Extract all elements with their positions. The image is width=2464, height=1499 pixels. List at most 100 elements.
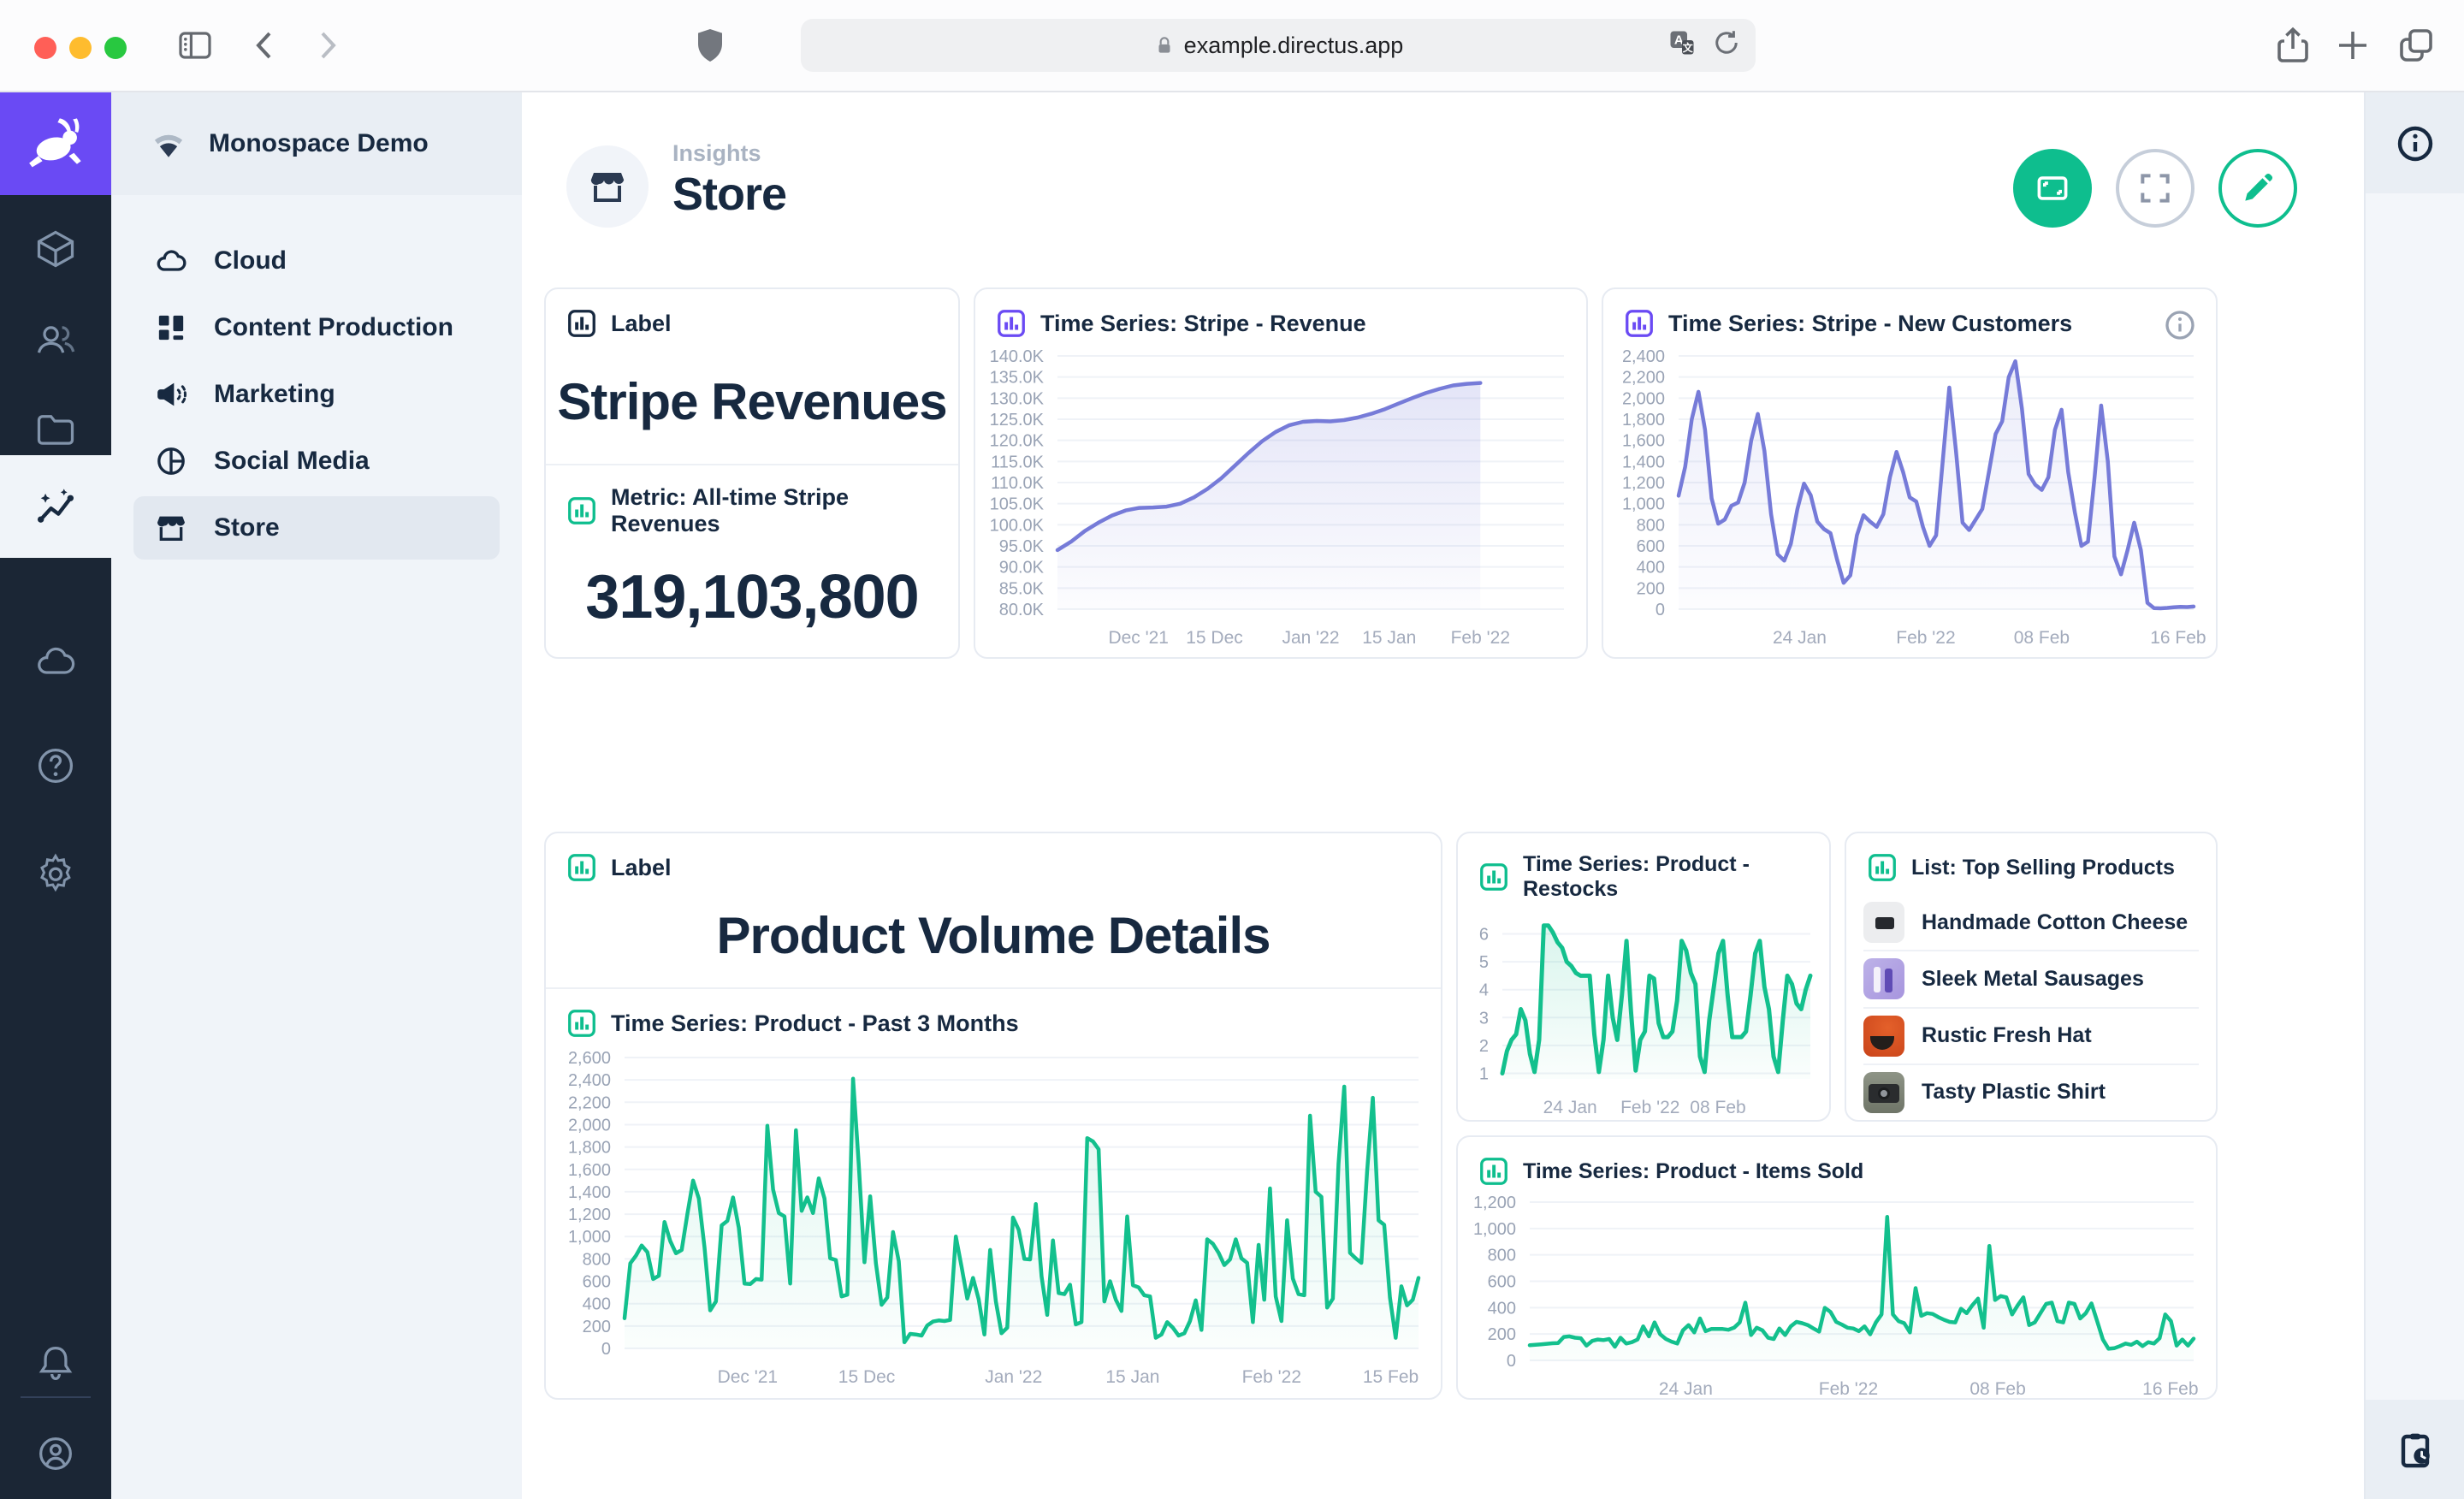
svg-text:15 Jan: 15 Jan <box>1362 628 1416 648</box>
svg-text:Jan '22: Jan '22 <box>1282 628 1339 648</box>
clipboard-clock-button[interactable] <box>2395 1429 2436 1470</box>
panel-new-customers: Time Series: Stripe - New Customers 2,40… <box>1602 287 2218 659</box>
storefront-icon <box>154 511 188 545</box>
edit-dashboard-button[interactable] <box>2218 149 2297 228</box>
reload-icon[interactable] <box>1711 27 1742 64</box>
forward-icon[interactable] <box>306 25 347 66</box>
module-content-icon[interactable] <box>0 204 111 294</box>
pencil-icon <box>2239 169 2277 207</box>
panel-header-text: Time Series: Stripe - New Customers <box>1668 311 2072 337</box>
privacy-shield-icon[interactable] <box>690 25 731 66</box>
svg-text:90.0K: 90.0K <box>999 559 1045 578</box>
info-icon[interactable] <box>2163 308 2197 342</box>
sidebar-item-marketing[interactable]: Marketing <box>133 363 500 426</box>
svg-text:120.0K: 120.0K <box>990 432 1045 451</box>
close-window-button[interactable] <box>34 37 56 59</box>
panel-header-text: Time Series: Product - Past 3 Months <box>611 1010 1019 1037</box>
breadcrumb[interactable]: Insights <box>672 140 761 167</box>
svg-text:08 Feb: 08 Feb <box>2014 628 2070 648</box>
nav-sidebar: Monospace Demo Cloud Content Production … <box>111 92 522 1499</box>
product-thumbnail <box>1863 1072 1904 1113</box>
list-item[interactable]: Handmade Cotton Cheese <box>1863 895 2199 950</box>
svg-text:4: 4 <box>1479 981 1489 1000</box>
info-sidebar-button[interactable] <box>2395 123 2436 164</box>
sidebar-item-label: Cloud <box>214 246 287 276</box>
svg-text:1,200: 1,200 <box>1473 1194 1516 1212</box>
module-users-icon[interactable] <box>0 294 111 385</box>
dashboard-grid-icon <box>154 311 188 345</box>
panel-top-products: List: Top Selling Products Handmade Cott… <box>1845 832 2218 1122</box>
sidebar-toggle-icon[interactable] <box>175 25 216 66</box>
sidebar-item-store[interactable]: Store <box>133 496 500 560</box>
svg-text:1,600: 1,600 <box>1622 432 1665 451</box>
svg-text:800: 800 <box>1488 1247 1516 1265</box>
svg-text:0: 0 <box>1656 601 1665 619</box>
svg-text:6: 6 <box>1479 926 1489 945</box>
svg-text:125.0K: 125.0K <box>990 411 1045 430</box>
project-name: Monospace Demo <box>209 129 429 158</box>
svg-text:85.0K: 85.0K <box>999 579 1045 598</box>
product-name: Sleek Metal Sausages <box>1922 967 2144 992</box>
svg-text:Feb '22: Feb '22 <box>1896 628 1955 648</box>
panel-header-text: Label <box>611 855 672 881</box>
url-text: example.directus.app <box>1184 33 1404 59</box>
panel-header-text: Time Series: Stripe - Revenue <box>1040 311 1366 337</box>
svg-text:08 Feb: 08 Feb <box>1969 1379 2025 1396</box>
directus-logo[interactable] <box>0 92 111 195</box>
restocks-chart: 65432124 JanFeb '2208 Feb <box>1461 904 1822 1117</box>
svg-text:1,400: 1,400 <box>568 1183 611 1202</box>
product-thumbnail <box>1863 902 1904 943</box>
sidebar-item-content-production[interactable]: Content Production <box>133 296 500 359</box>
user-avatar[interactable] <box>0 1408 111 1499</box>
minimize-window-button[interactable] <box>69 37 92 59</box>
svg-text:Dec '21: Dec '21 <box>718 1367 779 1387</box>
page-title: Store <box>672 168 786 221</box>
svg-text:140.0K: 140.0K <box>990 347 1045 366</box>
sidebar-item-social-media[interactable]: Social Media <box>133 430 500 493</box>
svg-text:2,200: 2,200 <box>1622 369 1665 388</box>
zoom-window-button[interactable] <box>104 37 127 59</box>
panel-chart-icon <box>1478 862 1509 892</box>
svg-text:08 Feb: 08 Feb <box>1690 1098 1745 1117</box>
sidebar-item-cloud[interactable]: Cloud <box>133 229 500 293</box>
url-bar[interactable]: example.directus.app A文 <box>801 19 1756 72</box>
svg-text:0: 0 <box>601 1340 611 1359</box>
items-sold-chart: 1,2001,000800600400200024 JanFeb '2208 F… <box>1465 1188 2206 1396</box>
fullscreen-icon <box>2136 169 2174 207</box>
panel-chart-icon <box>1478 1156 1509 1187</box>
svg-text:2,000: 2,000 <box>1622 389 1665 408</box>
back-icon[interactable] <box>245 25 286 66</box>
svg-text:1,200: 1,200 <box>1622 474 1665 493</box>
svg-text:800: 800 <box>1637 516 1665 535</box>
module-help-icon[interactable] <box>0 720 111 811</box>
module-insights-icon[interactable] <box>0 455 111 558</box>
tab-overview-icon[interactable] <box>2396 25 2437 66</box>
svg-text:400: 400 <box>1637 559 1665 578</box>
list-item[interactable]: Sleek Metal Sausages <box>1863 950 2199 1006</box>
project-switcher[interactable]: Monospace Demo <box>111 92 522 195</box>
list-item[interactable]: Rustic Fresh Hat <box>1863 1007 2199 1064</box>
storefront-icon <box>587 166 628 207</box>
share-icon[interactable] <box>2272 25 2313 66</box>
new-tab-icon[interactable] <box>2332 25 2373 66</box>
panel-header-text: Label <box>611 311 672 337</box>
notifications-bell-icon[interactable] <box>0 1318 111 1408</box>
panel-chart-icon <box>1624 308 1655 339</box>
svg-text:135.0K: 135.0K <box>990 369 1045 388</box>
panel-label-stripe: Label Stripe Revenues Metric: All-time S… <box>544 287 960 659</box>
module-cloud-icon[interactable] <box>0 616 111 707</box>
stripe-revenue-chart: 140.0K135.0K130.0K125.0K120.0K115.0K110.… <box>982 342 1576 652</box>
sidebar-item-label: Social Media <box>214 447 370 476</box>
product-name: Tasty Plastic Shirt <box>1922 1080 2106 1105</box>
label-title: Product Volume Details <box>546 883 1441 987</box>
fullscreen-button[interactable] <box>2116 149 2194 228</box>
list-item[interactable]: Tasty Plastic Shirt <box>1863 1064 2199 1120</box>
svg-text:110.0K: 110.0K <box>991 474 1045 493</box>
translate-icon[interactable]: A文 <box>1667 27 1697 64</box>
svg-text:15 Dec: 15 Dec <box>1186 628 1243 648</box>
module-settings-icon[interactable] <box>0 828 111 919</box>
fit-dashboard-button[interactable] <box>2013 149 2092 228</box>
panel-header-text: Time Series: Product - Restocks <box>1523 852 1809 902</box>
panel-chart-icon <box>566 1008 597 1039</box>
svg-text:2,400: 2,400 <box>1622 347 1665 366</box>
